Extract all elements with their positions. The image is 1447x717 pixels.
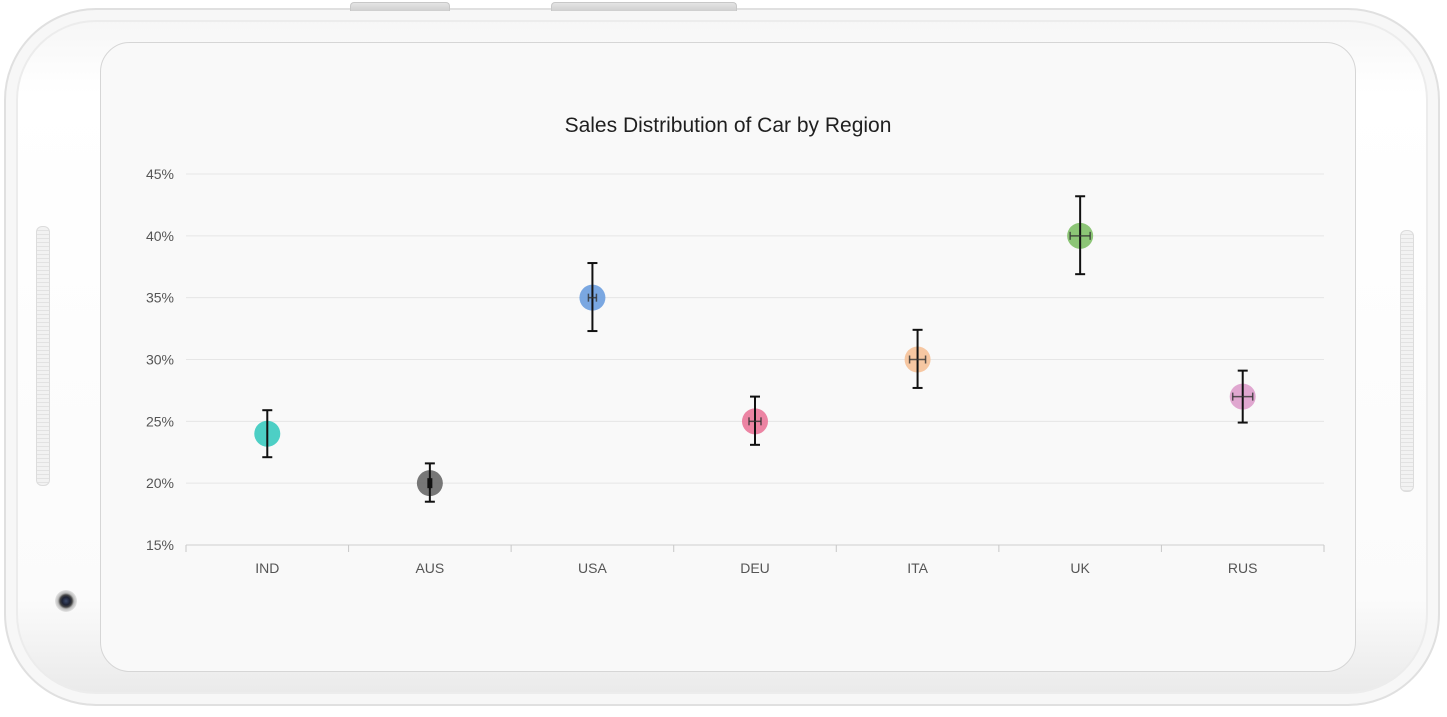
x-tick-label: AUS xyxy=(415,560,444,576)
error-bar-center xyxy=(427,478,433,489)
x-tick-label: UK xyxy=(1070,560,1090,576)
camera-icon xyxy=(55,590,77,612)
x-tick-label: ITA xyxy=(907,560,928,576)
device-side-grip-left xyxy=(36,226,50,486)
y-tick-label: 15% xyxy=(146,537,174,553)
device-screen xyxy=(100,42,1356,672)
y-tick-label: 30% xyxy=(146,352,174,368)
chart-title: Sales Distribution of Car by Region xyxy=(564,114,892,137)
x-tick-label: RUS xyxy=(1228,560,1258,576)
y-tick-label: 25% xyxy=(146,413,174,429)
x-tick-label: USA xyxy=(578,560,607,576)
device-volume-button xyxy=(350,2,450,11)
y-tick-label: 20% xyxy=(146,475,174,491)
y-tick-label: 35% xyxy=(146,290,174,306)
marks-layer xyxy=(254,195,1256,503)
y-tick-label: 40% xyxy=(146,228,174,244)
axis-layer: 15% 20% 25% 30% 35% 40% 45% IND AUS USA DEU ITA UK RU… xyxy=(146,166,1325,576)
y-tick-label: 45% xyxy=(146,166,174,182)
scatter-chart: 15% 20% 25% 30% 35% 40% 45% IND AUS USA DEU ITA UK RU… xyxy=(146,166,1325,576)
device-power-button xyxy=(551,2,737,11)
device-side-grip-right xyxy=(1400,230,1414,492)
x-tick-label: DEU xyxy=(740,560,770,576)
x-tick-label: IND xyxy=(255,560,279,576)
